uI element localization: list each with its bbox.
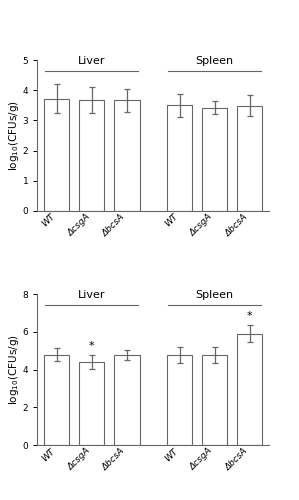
Bar [237, 334, 263, 445]
Y-axis label: log$_{10}$(CFUs/g): log$_{10}$(CFUs/g) [7, 100, 21, 171]
Text: Spleen: Spleen [196, 56, 234, 66]
Bar [237, 106, 263, 211]
Text: Liver: Liver [78, 56, 106, 66]
Bar [167, 356, 192, 445]
Text: Liver: Liver [78, 290, 106, 300]
Bar [114, 100, 140, 211]
Bar [114, 355, 140, 445]
Text: *: * [247, 312, 253, 322]
Bar [44, 355, 69, 445]
Bar [167, 106, 192, 211]
Text: Spleen: Spleen [196, 290, 234, 300]
Bar [79, 362, 104, 445]
Text: *: * [89, 341, 94, 351]
Y-axis label: log$_{10}$(CFUs/g): log$_{10}$(CFUs/g) [7, 334, 21, 405]
Bar [79, 100, 104, 211]
Bar [202, 108, 227, 211]
Bar [44, 98, 69, 211]
Bar [202, 356, 227, 445]
